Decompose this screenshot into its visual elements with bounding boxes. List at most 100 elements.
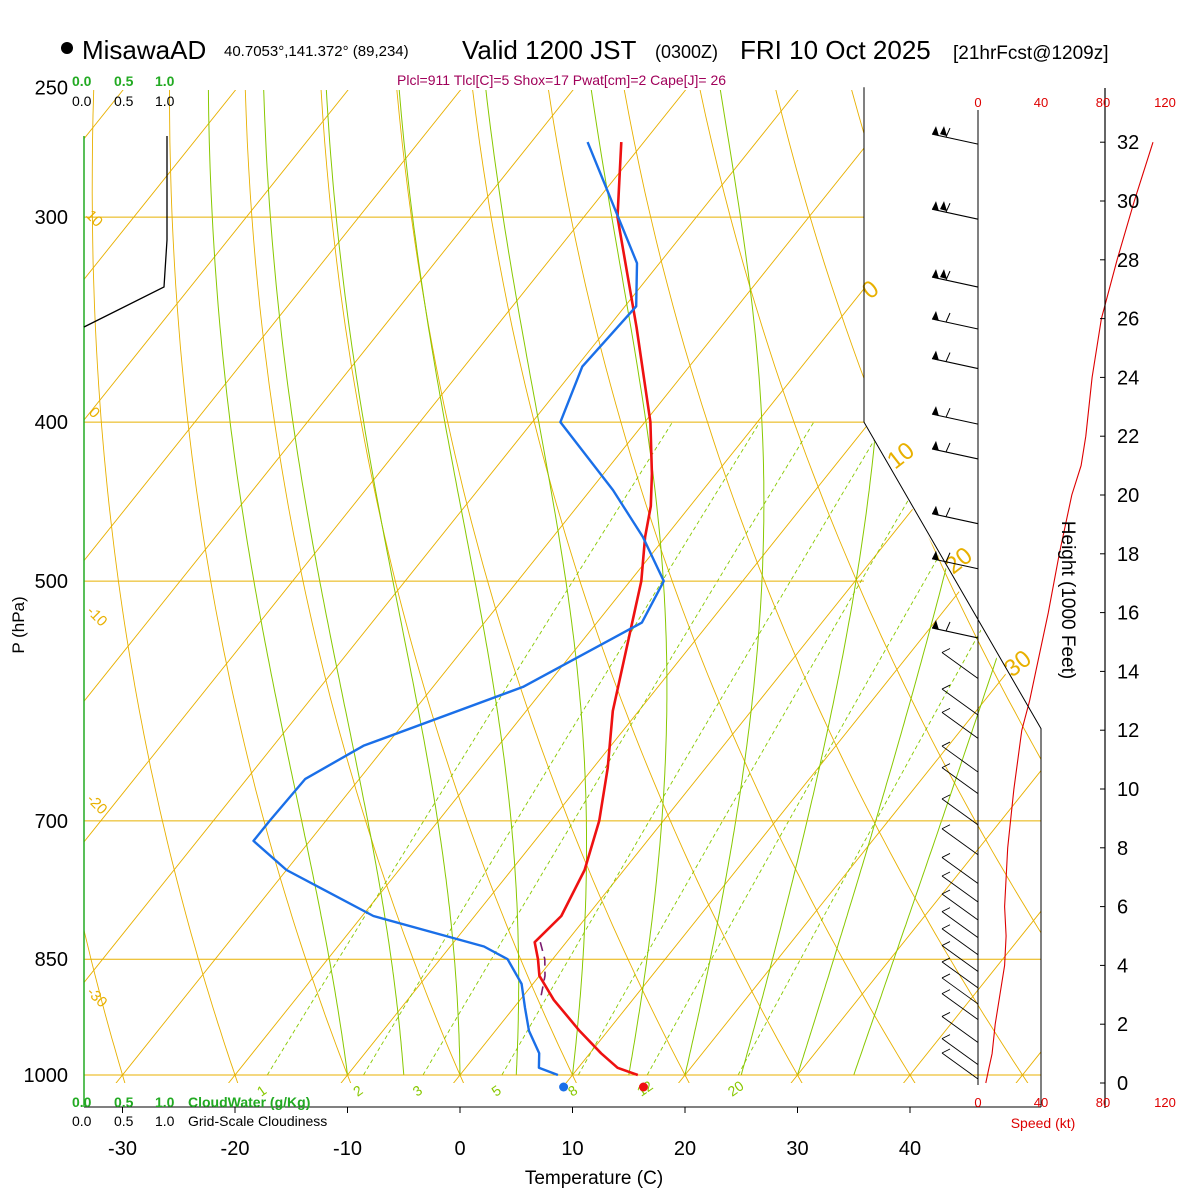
wind-barb <box>941 973 979 1005</box>
cloud-scale-top: 0.0 0.5 1.0 0.0 0.5 1.0 <box>72 73 175 109</box>
wind-barb <box>931 619 979 639</box>
wind-barb-staff <box>931 133 979 145</box>
dry-adiabat-line <box>84 928 126 1083</box>
cloudwater-label: CloudWater (g/Kg) <box>188 1094 310 1110</box>
temp-tick-label: 30 <box>786 1138 808 1160</box>
wind-barb <box>941 889 979 921</box>
wind-barb-staff <box>941 767 979 795</box>
speed-bottom-120: 120 <box>1154 1095 1176 1110</box>
wind-barb <box>941 794 979 826</box>
dewpoint-trace <box>252 141 665 1077</box>
wind-barb-staff <box>941 993 979 1020</box>
wind-barb <box>941 684 979 716</box>
moist-adiabat-line <box>325 90 461 1076</box>
isotherm-line <box>84 90 237 281</box>
temp-tick-label: -10 <box>333 1138 362 1160</box>
wind-barb-feather <box>941 824 951 830</box>
moist-adiabat-line <box>398 90 520 1076</box>
dry-adiabat-line <box>699 90 1041 934</box>
height-tick-label: 10 <box>1117 779 1139 801</box>
speed-top-0: 0 <box>974 95 981 110</box>
station-coords: 40.7053°,141.372° (89,234) <box>224 43 409 60</box>
wind-barb-feather <box>945 312 951 323</box>
wind-barb-flag <box>932 126 939 137</box>
temp-tick-label: 20 <box>674 1138 696 1160</box>
cloudwater-bottom-1: 0.5 <box>114 1094 134 1110</box>
height-axis-label: Height (1000 Feet) <box>1057 521 1078 679</box>
mixing-ratio-line <box>422 421 815 1076</box>
pressure-tick-label: 500 <box>35 571 68 593</box>
station-marker-icon <box>61 42 73 54</box>
wind-barb <box>931 201 979 220</box>
height-tick-label: 12 <box>1117 720 1139 742</box>
wind-barb <box>941 741 979 773</box>
wind-barb-staff <box>931 513 979 525</box>
wind-barb-staff <box>931 276 979 288</box>
height-tick-label: 2 <box>1117 1014 1128 1036</box>
wind-barb <box>931 505 979 525</box>
mixing-ratio-line <box>266 421 673 1076</box>
cloudwater-top-0: 0.0 <box>72 73 92 89</box>
temp-tick-label: 0 <box>454 1138 465 1160</box>
speed-axis-label: Speed (kt) <box>1011 1115 1076 1131</box>
wind-barb <box>941 824 979 856</box>
cloudiness-bottom-1: 0.5 <box>114 1113 134 1129</box>
mixing-ratio-line <box>363 421 761 1076</box>
isotherm-line <box>0 58 36 1110</box>
wind-barb-staff <box>941 712 979 739</box>
wind-barb <box>941 924 979 956</box>
cloudiness-bottom-0: 0.0 <box>72 1113 92 1129</box>
wind-barb <box>941 707 979 739</box>
wind-barb-feather <box>945 442 951 453</box>
wind-barb-flag <box>932 311 939 322</box>
wind-barb-flag <box>932 505 939 516</box>
cloud-scale-bottom: 0.0 0.5 1.0 CloudWater (g/Kg) 0.0 0.5 1.… <box>72 1094 327 1129</box>
wind-barb-flag <box>932 269 939 280</box>
pressure-tick-label: 300 <box>35 207 68 229</box>
wind-barb <box>941 957 979 989</box>
dry-adiabat-line <box>623 90 1029 1083</box>
isotherm-line <box>678 629 1041 1083</box>
isotherm-label-left: -30 <box>83 984 110 1011</box>
wind-barb-feather <box>941 924 951 930</box>
wind-barb-flag <box>932 550 939 561</box>
height-tick-label: 32 <box>1117 132 1139 154</box>
wind-barb <box>931 550 979 570</box>
isotherm-label-left: -10 <box>83 603 110 630</box>
wind-barb-flag <box>940 269 947 280</box>
wind-barb-staff <box>941 945 979 972</box>
dry-adiabat-line <box>244 90 464 1083</box>
dry-adiabat-line <box>548 90 916 1083</box>
wind-barb-staff <box>941 928 979 956</box>
speed-scale: 0 40 80 120 0 40 80 120 Speed (kt) <box>974 95 1175 1131</box>
temperature-trace <box>533 142 654 1077</box>
sounding-traces <box>252 141 665 1077</box>
wind-barbs <box>559 126 1154 1092</box>
moist-adiabat-line <box>853 521 1041 1076</box>
mixing-ratio-line <box>577 421 955 1076</box>
wind-barb-feather <box>945 127 951 138</box>
moist-adiabat-line <box>485 90 587 1076</box>
height-tick-label: 30 <box>1117 191 1139 213</box>
height-tick-label: 20 <box>1117 485 1139 507</box>
wind-barb-staff <box>941 828 979 856</box>
wind-barb-flag <box>932 440 939 451</box>
wind-barb-feather <box>945 407 951 418</box>
wind-barb <box>941 1012 979 1043</box>
wind-barb-flag <box>932 406 939 417</box>
station-name: MisawaAD <box>82 35 206 65</box>
wind-barb-staff <box>941 893 979 921</box>
mixing-ratio-label: 3 <box>410 1082 426 1100</box>
wind-barb <box>941 941 979 972</box>
speed-top-120: 120 <box>1154 95 1176 110</box>
wind-speed-trace <box>985 142 1154 1084</box>
wind-barb-staff <box>931 358 979 370</box>
moist-adiabat-line <box>207 90 348 1076</box>
wind-barb-staff <box>931 318 979 330</box>
forecast-info: [21hrFcst@1209z] <box>953 43 1109 64</box>
moist-adiabat-line <box>263 90 405 1076</box>
wind-barb-feather <box>945 352 951 362</box>
pressure-tick-label: 700 <box>35 811 68 833</box>
isotherm-line <box>84 90 349 421</box>
